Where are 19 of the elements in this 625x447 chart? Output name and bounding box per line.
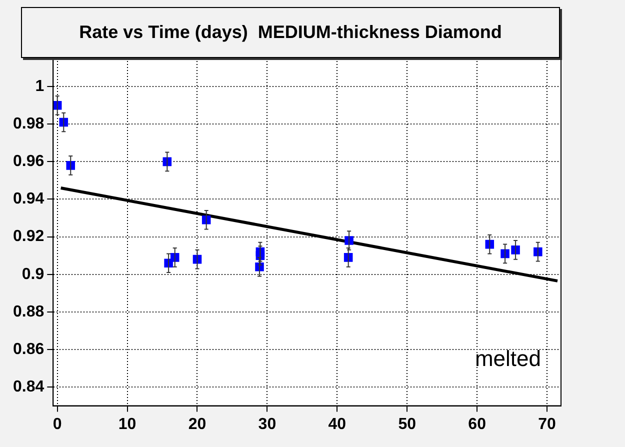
x-tick-label: 50 [398,416,416,433]
y-tick-label: 0.96 [13,153,44,170]
title-panel: Rate vs Time (days) MEDIUM-thickness Diamond [21,7,560,58]
x-tick-label: 20 [188,416,206,433]
y-tick-label: 0.92 [13,228,44,246]
y-tick-label: 0.98 [13,116,44,133]
x-tick-label: 0 [52,416,62,433]
y-tick-label: 0.88 [13,303,44,320]
x-tick-label: 60 [468,416,486,433]
x-tick-label: 70 [538,416,556,433]
y-tick-label: 0.9 [22,266,44,283]
x-tick-label: 30 [258,416,276,433]
x-tick-label: 10 [118,416,136,433]
y-tick-label: 0.84 [13,378,44,396]
y-tick-label: 0.94 [13,190,44,208]
y-tick-label: 0.86 [13,340,44,358]
x-tick-label: 40 [328,416,346,433]
annotation: melted [474,346,541,371]
y-tick-label: 1 [35,78,44,95]
